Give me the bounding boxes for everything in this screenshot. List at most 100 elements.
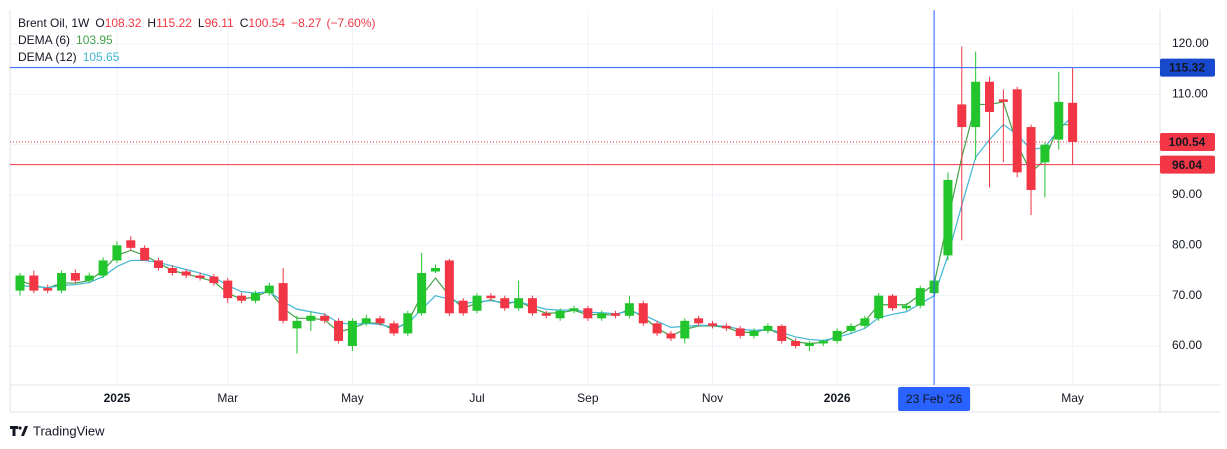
candle-body (98, 260, 108, 276)
candle-body (583, 308, 593, 319)
logo: TradingView (10, 423, 105, 438)
candle-body (195, 275, 205, 279)
x-tick-label: Jul (469, 391, 484, 405)
candle-body (154, 260, 163, 268)
change-pct: (−7.60%) (326, 16, 375, 30)
branding: TradingView (33, 423, 105, 438)
candle-body (541, 313, 551, 316)
candle-body (846, 325, 856, 331)
candle-body (57, 273, 67, 291)
candle-body (735, 328, 745, 336)
candle-body (804, 343, 814, 346)
ohlc-legend: Brent Oil, 1W O108.32 H115.22 L96.11 C100.54… (18, 16, 376, 30)
indicator-legend: DEMA (6) 103.95 (18, 33, 113, 47)
candle-body (389, 323, 399, 334)
candle-body (874, 295, 884, 319)
candle-body (708, 323, 717, 326)
candle-body (126, 240, 136, 248)
candle-body (43, 288, 53, 291)
ohlc-letter: H (147, 16, 156, 30)
x-tick-label: 2025 (104, 391, 131, 405)
candle-body (569, 308, 579, 311)
candle-body (306, 315, 316, 321)
candle-body (472, 295, 482, 311)
crosshair-price-box (1160, 58, 1215, 77)
candle-body (957, 104, 967, 128)
candle-body (292, 320, 302, 329)
x-tick-label: May (341, 391, 364, 405)
plot-background (10, 10, 1160, 385)
candle-body (431, 267, 440, 272)
candle-body (70, 273, 80, 281)
candle-body (832, 330, 842, 341)
candle-body (181, 271, 191, 276)
candle-body (29, 275, 39, 291)
price-label-box (1160, 132, 1215, 151)
ohlc-letter: O (95, 16, 104, 30)
candle-body (278, 283, 288, 321)
price-label: 100.54 (1169, 135, 1206, 149)
candle-body (514, 298, 524, 309)
logo-icon (18, 426, 22, 430)
candle-body (140, 247, 150, 261)
plot-area: 60.0070.0080.0090.00100.00110.00120.0020… (9, 10, 1220, 413)
candle-body (680, 320, 690, 339)
indicator-name: DEMA (6) (18, 33, 70, 47)
candle-body (694, 318, 704, 324)
candle-body (458, 300, 468, 314)
ohlc-value: 96.11 (205, 16, 234, 30)
indicator-value: 103.95 (76, 33, 113, 47)
candle-body (611, 313, 621, 316)
candle-body (112, 245, 122, 261)
candle-body (791, 340, 801, 346)
y-tick-label: 110.00 (1172, 87, 1208, 101)
indicator-value: 105.65 (83, 50, 120, 64)
y-tick-label: 120.00 (1172, 36, 1209, 50)
candle-body (915, 288, 925, 306)
candle-body (1040, 144, 1050, 163)
ohlc-letter: C (240, 16, 249, 30)
candle-body (347, 320, 357, 346)
candle-body (15, 275, 25, 291)
crosshair-date-box (898, 387, 971, 411)
ohlc-value: 115.22 (156, 16, 192, 30)
candle-body (237, 295, 247, 301)
ohlc-letter: L (198, 16, 205, 30)
x-tick-label: Sep (577, 391, 599, 405)
candle-body (320, 315, 330, 321)
candle-body (223, 280, 233, 299)
crosshair-date: 23 Feb '26 (906, 392, 963, 406)
price-label: 96.04 (1172, 158, 1202, 172)
candle-body (84, 275, 94, 281)
y-tick-label: 90.00 (1172, 187, 1202, 201)
logo-icon (10, 426, 28, 436)
indicator-name: DEMA (12) (18, 50, 77, 64)
candle-body (555, 310, 565, 319)
candle-body (250, 293, 260, 301)
candle-body (444, 260, 454, 314)
candle-body (500, 298, 510, 309)
candle-body (888, 295, 898, 309)
change: −8.27 (291, 16, 322, 30)
price-label-box (1160, 155, 1215, 174)
legend: Brent Oil, 1W O108.32 H115.22 L96.11 C100.54… (18, 16, 376, 64)
y-tick-label: 80.00 (1172, 238, 1202, 252)
candle-body (985, 81, 994, 112)
candle-body (1068, 102, 1078, 142)
candle-body (209, 276, 219, 284)
candle-body (167, 267, 177, 274)
candle-body (749, 330, 759, 336)
y-tick-label: 70.00 (1172, 288, 1202, 302)
candle-body (901, 305, 911, 309)
symbol: Brent Oil, 1W (18, 16, 90, 30)
candle-body (334, 320, 344, 341)
candle-body (1026, 127, 1036, 190)
candle-body (527, 298, 537, 314)
candle-body (763, 325, 773, 331)
candle-body (998, 99, 1008, 102)
candle-body (666, 333, 676, 339)
candle-body (860, 318, 870, 326)
candle-body (375, 318, 385, 324)
candle-body (264, 285, 274, 294)
